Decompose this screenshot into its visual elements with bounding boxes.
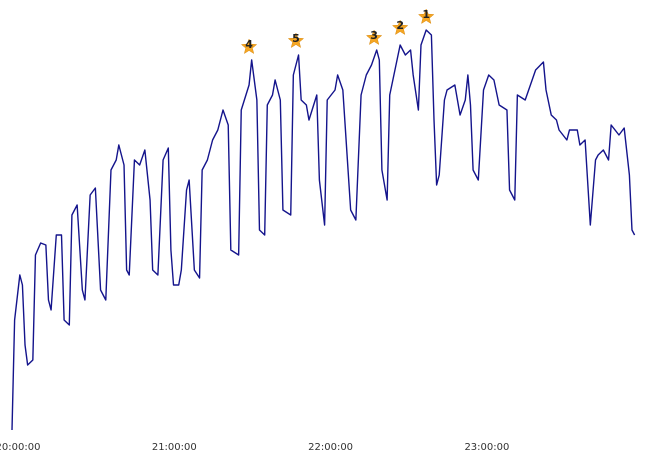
annotation-star — [391, 19, 409, 36]
annotation-star — [240, 38, 258, 55]
annotation-label: 3 — [370, 29, 378, 42]
data-line — [11, 29, 636, 431]
annotation-star — [417, 8, 435, 25]
x-tick-label: 21:00:00 — [152, 442, 197, 453]
annotation-star — [287, 32, 305, 49]
x-tick-label: 23:00:00 — [464, 442, 509, 453]
annotation-star — [365, 29, 383, 46]
x-tick-label: 22:00:00 — [308, 442, 353, 453]
annotation-label: 5 — [292, 32, 300, 45]
annotation-label: 1 — [422, 8, 430, 21]
x-tick-label: 20:00:00 — [0, 442, 40, 453]
annotation-label: 4 — [245, 38, 253, 51]
annotation-label: 2 — [396, 19, 404, 32]
